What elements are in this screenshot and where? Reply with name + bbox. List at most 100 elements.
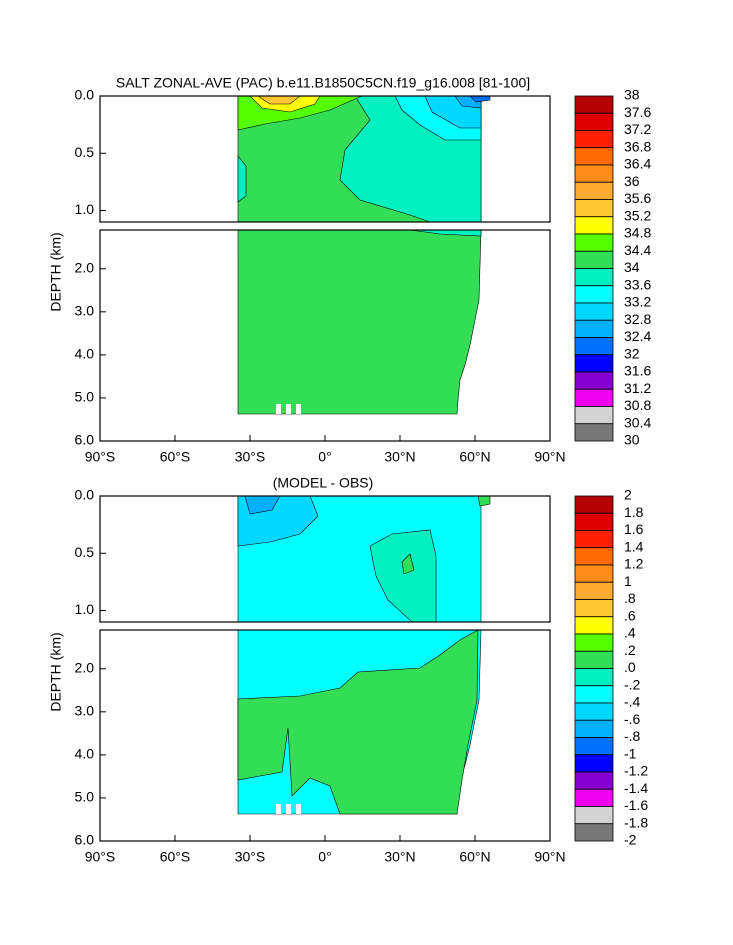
- y-tick-label: 6.0: [75, 432, 95, 448]
- colorbar-label: -1: [624, 745, 637, 761]
- panel-frame: [99, 95, 551, 223]
- colorbar-label: .8: [624, 590, 636, 606]
- x-tick-label: 30°N: [384, 849, 415, 865]
- chart-title: SALT ZONAL-AVE (PAC) b.e11.B1850C5CN.f19…: [116, 75, 530, 91]
- x-tick-label: 90°S: [85, 849, 116, 865]
- colorbar-box: [574, 737, 614, 756]
- colorbar-label: 37.2: [624, 121, 651, 137]
- colorbar-box: [574, 337, 614, 356]
- colorbar-label: 33.6: [624, 276, 651, 292]
- colorbar-label: .0: [624, 659, 636, 675]
- colorbar-box: [574, 233, 614, 252]
- colorbar-box: [574, 319, 614, 338]
- data-gap: [286, 804, 291, 814]
- contour-region: [237, 629, 479, 815]
- y-tick-label: 5.0: [75, 789, 95, 805]
- x-tick-label: 60°S: [160, 849, 191, 865]
- colorbar-box: [574, 130, 614, 149]
- colorbar-box: [574, 530, 614, 549]
- colorbar-box: [574, 354, 614, 373]
- x-tick-label: 90°S: [85, 449, 116, 465]
- colorbar-label: 32.4: [624, 328, 651, 344]
- contour-region: [237, 155, 247, 203]
- colorbar-box: [574, 388, 614, 407]
- colorbar-label: 33.2: [624, 294, 651, 310]
- colorbar-label: 30.8: [624, 397, 651, 413]
- colorbar-label: 30: [624, 432, 640, 448]
- colorbar-box: [574, 702, 614, 721]
- data-gap: [296, 404, 301, 414]
- colorbar-box: [574, 216, 614, 235]
- colorbar-box: [574, 581, 614, 600]
- contour-region: [257, 96, 301, 105]
- colorbar-label: 34: [624, 259, 640, 275]
- colorbar-label: 32: [624, 345, 640, 361]
- data-gap: [276, 404, 281, 414]
- colorbar-label: 31.2: [624, 380, 651, 396]
- colorbar-box: [574, 564, 614, 583]
- colorbar-box: [574, 771, 614, 790]
- colorbar-label: -.2: [624, 676, 641, 692]
- contour-region: [477, 496, 491, 507]
- y-tick-label: 4.0: [75, 746, 95, 762]
- x-tick-label: 60°N: [459, 849, 490, 865]
- x-tick-label: 30°S: [235, 849, 266, 865]
- colorbar-box: [574, 181, 614, 200]
- data-gap: [286, 404, 291, 414]
- colorbar-label: 31.6: [624, 363, 651, 379]
- colorbar-label: 35.2: [624, 207, 651, 223]
- y-tick-label: 0.0: [75, 487, 95, 503]
- colorbar-box: [574, 423, 614, 442]
- colorbar-box: [574, 668, 614, 687]
- colorbar-box: [574, 250, 614, 269]
- colorbar-box: [574, 95, 614, 114]
- colorbar-label: 1: [624, 573, 632, 589]
- x-tick-label: 30°N: [384, 449, 415, 465]
- colorbar-label: 34.8: [624, 225, 651, 241]
- colorbar-label: -.6: [624, 711, 641, 727]
- colorbar-box: [574, 371, 614, 390]
- contour-region: [244, 496, 281, 515]
- y-axis-label: DEPTH (km): [48, 232, 64, 311]
- colorbar-box: [574, 199, 614, 218]
- colorbar-label: .4: [624, 625, 636, 641]
- colorbar-box: [574, 302, 614, 321]
- colorbar-box: [574, 823, 614, 842]
- colorbar-label: .2: [624, 642, 636, 658]
- contour-region: [401, 553, 415, 575]
- colorbar-box: [574, 512, 614, 531]
- colorbar-label: .6: [624, 607, 636, 623]
- colorbar-box: [574, 547, 614, 566]
- colorbar-label: -2: [624, 832, 637, 848]
- y-tick-label: 2.0: [75, 659, 95, 675]
- colorbar-label: 36: [624, 173, 640, 189]
- colorbar-label: -1.8: [624, 814, 648, 830]
- colorbar-label: -1.2: [624, 763, 648, 779]
- y-tick-label: 1.0: [75, 601, 95, 617]
- colorbar-box: [574, 268, 614, 287]
- x-tick-label: 60°N: [459, 449, 490, 465]
- colorbar-box: [574, 406, 614, 425]
- data-gap: [296, 804, 301, 814]
- colorbar-label: 1.6: [624, 521, 644, 537]
- colorbar-label: 1.4: [624, 538, 644, 554]
- y-axis-label: DEPTH (km): [48, 632, 64, 711]
- colorbar-box: [574, 754, 614, 773]
- contour-region: [469, 96, 491, 103]
- x-tick-label: 0°: [318, 849, 331, 865]
- colorbar-box: [574, 147, 614, 166]
- contour-region: [237, 229, 482, 415]
- colorbar-label: 36.8: [624, 138, 651, 154]
- colorbar-label: 38: [624, 87, 640, 103]
- y-tick-label: 1.0: [75, 201, 95, 217]
- colorbar-label: 35.6: [624, 190, 651, 206]
- y-tick-label: 0.0: [75, 87, 95, 103]
- colorbar-label: 34.4: [624, 242, 651, 258]
- colorbar-label: 1.8: [624, 504, 644, 520]
- x-tick-label: 60°S: [160, 449, 191, 465]
- colorbar-label: 32.8: [624, 311, 651, 327]
- panel-frame: [99, 495, 551, 623]
- colorbar-label: -1.6: [624, 797, 648, 813]
- y-tick-label: 2.0: [75, 259, 95, 275]
